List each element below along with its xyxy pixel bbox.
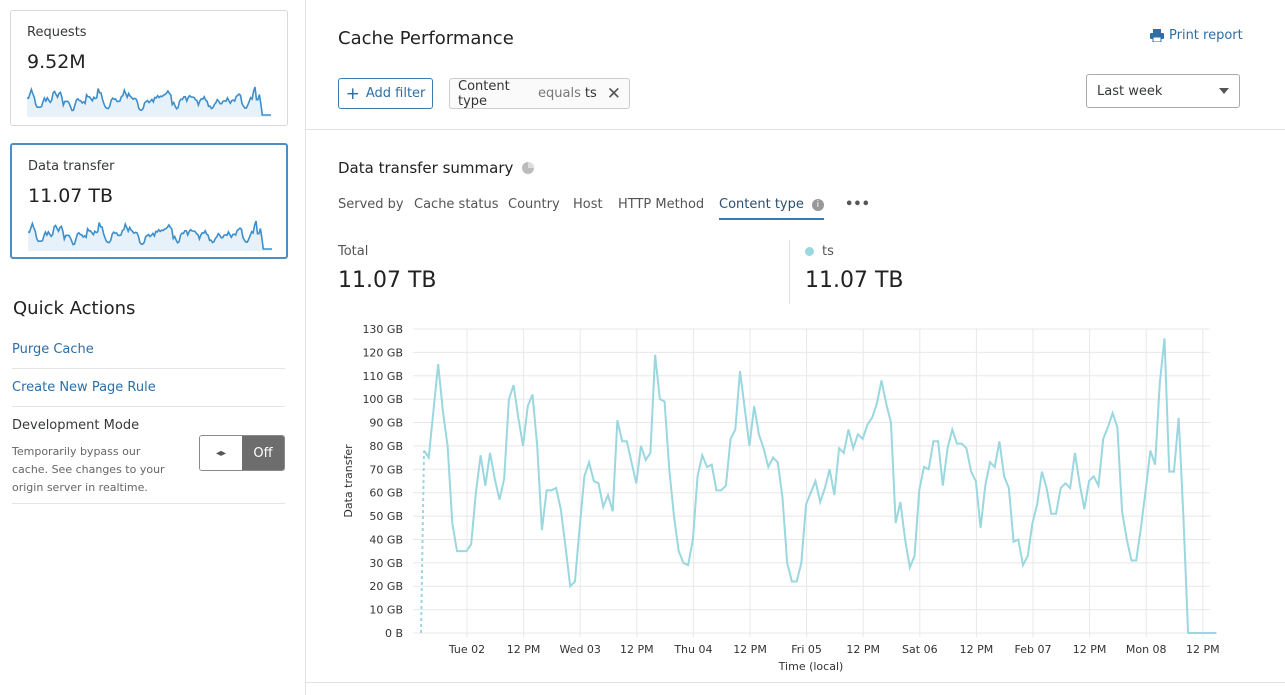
y-tick-label: 30 GB	[369, 557, 403, 570]
sidebar-border	[305, 0, 306, 695]
x-tick-label: 12 PM	[507, 643, 541, 656]
time-range-value: Last week	[1097, 83, 1163, 99]
y-axis-label: Data transfer	[342, 444, 355, 518]
series-gap-line	[420, 450, 425, 634]
y-tick-label: 70 GB	[369, 463, 403, 476]
x-tick-label: 12 PM	[846, 643, 880, 656]
tab-served-by[interactable]: Served by	[338, 197, 404, 212]
tab-cache-status[interactable]: Cache status	[414, 197, 499, 212]
printer-icon	[1150, 29, 1164, 42]
x-tick-label: Thu 04	[673, 643, 712, 656]
x-tick-label: 12 PM	[733, 643, 767, 656]
y-tick-label: 50 GB	[369, 510, 403, 523]
series-value: 11.07 TB	[805, 268, 904, 293]
add-filter-button[interactable]: + Add filter	[338, 78, 433, 109]
data-transfer-chart: 0 B 10 GB 20 GB 30 GB 40 GB 50 GB 60 GB 70 GB 80…	[342, 323, 1220, 673]
x-tick-label: 12 PM	[1073, 643, 1107, 656]
filter-operator: equals	[538, 86, 581, 101]
x-tick-label: 12 PM	[620, 643, 654, 656]
tab-content-type[interactable]: Content type i	[719, 197, 824, 220]
info-icon[interactable]: i	[811, 198, 824, 211]
series-line-ts	[423, 338, 1217, 634]
y-tick-label: 90 GB	[369, 417, 403, 430]
series-label: ts	[822, 244, 834, 259]
sparkline-line	[28, 220, 272, 250]
more-tabs-button[interactable]: •••	[845, 197, 870, 212]
tab-country[interactable]: Country	[508, 197, 560, 212]
caret-down-icon	[1219, 88, 1229, 94]
sparkline-area	[28, 221, 272, 251]
page-title: Cache Performance	[338, 28, 514, 49]
bottom-divider	[306, 682, 1285, 683]
x-tick-label: Feb 07	[1015, 643, 1052, 656]
summary-title: Data transfer summary	[338, 159, 514, 177]
total-label: Total	[338, 244, 369, 259]
y-tick-label: 0 B	[385, 627, 403, 640]
requests-label: Requests	[27, 25, 87, 40]
x-axis-label: Time (local)	[778, 660, 844, 673]
data-transfer-label: Data transfer	[28, 159, 115, 174]
y-tick-label: 130 GB	[362, 323, 403, 336]
y-tick-label: 110 GB	[362, 370, 403, 383]
purge-cache-link[interactable]: Purge Cache	[12, 342, 94, 357]
requests-sparkline	[27, 86, 271, 117]
pie-chart-icon[interactable]	[521, 161, 535, 175]
stat-divider	[789, 240, 790, 304]
x-tick-label: Tue 02	[448, 643, 485, 656]
tab-content-type-label: Content type	[719, 197, 804, 212]
series-legend[interactable]: ts	[805, 244, 834, 259]
time-range-select[interactable]: Last week	[1086, 74, 1240, 108]
quick-actions-title: Quick Actions	[13, 298, 136, 319]
data-transfer-value: 11.07 TB	[28, 185, 114, 207]
divider	[12, 368, 285, 369]
x-tick-label: Fri 05	[791, 643, 822, 656]
x-tick-label: Wed 03	[559, 643, 600, 656]
total-value: 11.07 TB	[338, 268, 437, 293]
filter-chip[interactable]: Content type equals ts ✕	[449, 78, 630, 109]
dev-mode-description: Temporarily bypass our cache. See change…	[12, 445, 165, 494]
add-filter-label: Add filter	[365, 86, 426, 101]
dev-mode-toggle[interactable]: ◂▸ Off	[199, 435, 285, 471]
x-tick-label: 12 PM	[1186, 643, 1220, 656]
x-tick-label: 12 PM	[960, 643, 994, 656]
sparkline-area	[27, 87, 271, 117]
x-tick-label: Mon 08	[1126, 643, 1167, 656]
create-page-rule-link[interactable]: Create New Page Rule	[12, 380, 156, 395]
requests-card[interactable]: Requests 9.52M	[10, 10, 288, 126]
x-tick-label: Sat 06	[902, 643, 938, 656]
data-transfer-sparkline	[28, 220, 272, 251]
print-report-link[interactable]: Print report	[1150, 28, 1243, 43]
plus-icon: +	[345, 83, 360, 104]
y-tick-label: 80 GB	[369, 440, 403, 453]
series-dot-icon	[805, 247, 814, 256]
toggle-state: Off	[242, 436, 284, 470]
y-tick-label: 120 GB	[362, 346, 403, 359]
toggle-arrows-icon: ◂▸	[200, 436, 242, 470]
tab-host[interactable]: Host	[573, 197, 603, 212]
print-report-label: Print report	[1169, 28, 1243, 43]
sparkline-line	[27, 86, 271, 116]
y-tick-label: 40 GB	[369, 533, 403, 546]
divider	[12, 406, 285, 407]
y-tick-label: 20 GB	[369, 580, 403, 593]
summary-header: Data transfer summary	[338, 159, 535, 177]
y-tick-label: 60 GB	[369, 487, 403, 500]
divider	[12, 503, 285, 504]
requests-value: 9.52M	[27, 51, 86, 73]
remove-filter-icon[interactable]: ✕	[606, 83, 621, 104]
filter-value: ts	[584, 86, 597, 101]
data-transfer-card[interactable]: Data transfer 11.07 TB	[10, 143, 288, 259]
tab-http-method[interactable]: HTTP Method	[618, 197, 705, 212]
header-divider	[306, 129, 1285, 130]
filter-field: Content type	[458, 78, 510, 109]
y-tick-label: 100 GB	[362, 393, 403, 406]
dev-mode-label: Development Mode	[12, 418, 140, 433]
y-tick-label: 10 GB	[369, 604, 403, 617]
